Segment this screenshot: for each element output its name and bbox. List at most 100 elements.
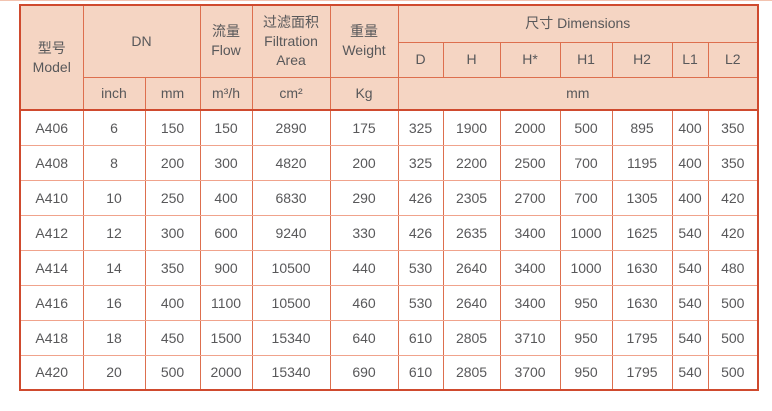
cell-h2: 1195 xyxy=(611,144,673,181)
cell-l2: 480 xyxy=(707,249,759,286)
table-row: A410 10 250 400 6830 290 426 2305 2700 700 1305 400… xyxy=(19,179,759,216)
cell-h-star: 3700 xyxy=(499,354,561,391)
cell-l2: 420 xyxy=(707,214,759,251)
cell-weight: 460 xyxy=(329,284,399,321)
cell-dn-mm: 350 xyxy=(144,249,201,286)
unit-flow: m³/h xyxy=(199,76,253,111)
cell-h1: 500 xyxy=(559,109,613,146)
cell-dn-mm: 250 xyxy=(144,179,201,216)
cell-h2: 1630 xyxy=(611,284,673,321)
cell-d: 325 xyxy=(397,144,444,181)
cell-l1: 540 xyxy=(671,319,709,356)
cell-h1: 700 xyxy=(559,144,613,181)
cell-h2: 895 xyxy=(611,109,673,146)
cell-l1: 540 xyxy=(671,354,709,391)
cell-flow: 2000 xyxy=(199,354,253,391)
cell-l1: 400 xyxy=(671,144,709,181)
cell-h: 2640 xyxy=(442,249,501,286)
cell-filtration-area: 2890 xyxy=(251,109,331,146)
cell-l1: 400 xyxy=(671,179,709,216)
cell-flow: 1100 xyxy=(199,284,253,321)
cell-filtration-area: 9240 xyxy=(251,214,331,251)
table-row: A418 18 450 1500 15340 640 610 2805 3710 950 1795 5… xyxy=(19,319,759,356)
cell-weight: 440 xyxy=(329,249,399,286)
cell-h: 2635 xyxy=(442,214,501,251)
table-row: A420 20 500 2000 15340 690 610 2805 3700 950 1795 5… xyxy=(19,354,759,391)
cell-dn-mm: 400 xyxy=(144,284,201,321)
unit-dimensions: mm xyxy=(397,76,759,111)
header-dim-l2: L2 xyxy=(707,41,759,78)
unit-weight: Kg xyxy=(329,76,399,111)
cell-d: 426 xyxy=(397,179,444,216)
cell-l2: 500 xyxy=(707,284,759,321)
table-header: 型号 Model DN 流量 Flow 过滤面积 Filtration Area… xyxy=(19,4,759,111)
cell-h-star: 3400 xyxy=(499,249,561,286)
cell-dn-inch: 18 xyxy=(82,319,146,356)
cell-h-star: 3400 xyxy=(499,214,561,251)
cell-weight: 690 xyxy=(329,354,399,391)
cell-h2: 1630 xyxy=(611,249,673,286)
table-row: A412 12 300 600 9240 330 426 2635 3400 1000 1625 54… xyxy=(19,214,759,251)
cell-model: A410 xyxy=(19,179,84,216)
unit-dn-inch: inch xyxy=(82,76,146,111)
cell-flow: 900 xyxy=(199,249,253,286)
header-dim-d: D xyxy=(397,41,444,78)
cell-model: A418 xyxy=(19,319,84,356)
cell-h1: 950 xyxy=(559,319,613,356)
cell-l2: 350 xyxy=(707,109,759,146)
cell-filtration-area: 15340 xyxy=(251,354,331,391)
cell-l1: 540 xyxy=(671,284,709,321)
cell-weight: 200 xyxy=(329,144,399,181)
cell-h: 2200 xyxy=(442,144,501,181)
cell-dn-inch: 10 xyxy=(82,179,146,216)
cell-h-star: 3710 xyxy=(499,319,561,356)
top-divider-line xyxy=(0,0,772,1)
cell-dn-mm: 200 xyxy=(144,144,201,181)
cell-filtration-area: 10500 xyxy=(251,249,331,286)
cell-filtration-area: 4820 xyxy=(251,144,331,181)
cell-dn-mm: 500 xyxy=(144,354,201,391)
header-dim-h: H xyxy=(442,41,501,78)
table-body: A406 6 150 150 2890 175 325 1900 2000 500 895 400 35… xyxy=(19,109,759,391)
cell-weight: 290 xyxy=(329,179,399,216)
cell-h2: 1795 xyxy=(611,354,673,391)
cell-d: 426 xyxy=(397,214,444,251)
cell-h1: 700 xyxy=(559,179,613,216)
cell-model: A420 xyxy=(19,354,84,391)
header-dn: DN xyxy=(82,4,201,78)
header-dim-h-star: H* xyxy=(499,41,561,78)
cell-model: A406 xyxy=(19,109,84,146)
header-row-2: D H H* H1 H2 L1 L2 xyxy=(20,41,759,78)
cell-l1: 540 xyxy=(671,214,709,251)
cell-filtration-area: 6830 xyxy=(251,179,331,216)
cell-flow: 400 xyxy=(199,179,253,216)
cell-h: 2805 xyxy=(442,319,501,356)
cell-h2: 1305 xyxy=(611,179,673,216)
cell-model: A408 xyxy=(19,144,84,181)
cell-d: 530 xyxy=(397,284,444,321)
cell-h: 1900 xyxy=(442,109,501,146)
header-dim-l1: L1 xyxy=(671,41,709,78)
cell-h-star: 2000 xyxy=(499,109,561,146)
cell-flow: 150 xyxy=(199,109,253,146)
table-row: A408 8 200 300 4820 200 325 2200 2500 700 1195 400 3… xyxy=(19,144,759,181)
cell-l1: 400 xyxy=(671,109,709,146)
cell-h: 2805 xyxy=(442,354,501,391)
cell-h: 2305 xyxy=(442,179,501,216)
cell-flow: 600 xyxy=(199,214,253,251)
table-row: A416 16 400 1100 10500 460 530 2640 3400 950 1630 5… xyxy=(19,284,759,321)
cell-dn-inch: 8 xyxy=(82,144,146,181)
cell-dn-inch: 14 xyxy=(82,249,146,286)
cell-dn-inch: 12 xyxy=(82,214,146,251)
cell-h1: 950 xyxy=(559,354,613,391)
table-row: A406 6 150 150 2890 175 325 1900 2000 500 895 400 35… xyxy=(19,109,759,146)
cell-h2: 1625 xyxy=(611,214,673,251)
cell-dn-mm: 300 xyxy=(144,214,201,251)
cell-dn-mm: 450 xyxy=(144,319,201,356)
unit-dn-mm: mm xyxy=(144,76,201,111)
unit-filtration-area: cm² xyxy=(251,76,331,111)
table-row: A414 14 350 900 10500 440 530 2640 3400 1000 1630 5… xyxy=(19,249,759,286)
cell-l2: 500 xyxy=(707,354,759,391)
header-dim-h2: H2 xyxy=(611,41,673,78)
cell-dn-inch: 16 xyxy=(82,284,146,321)
